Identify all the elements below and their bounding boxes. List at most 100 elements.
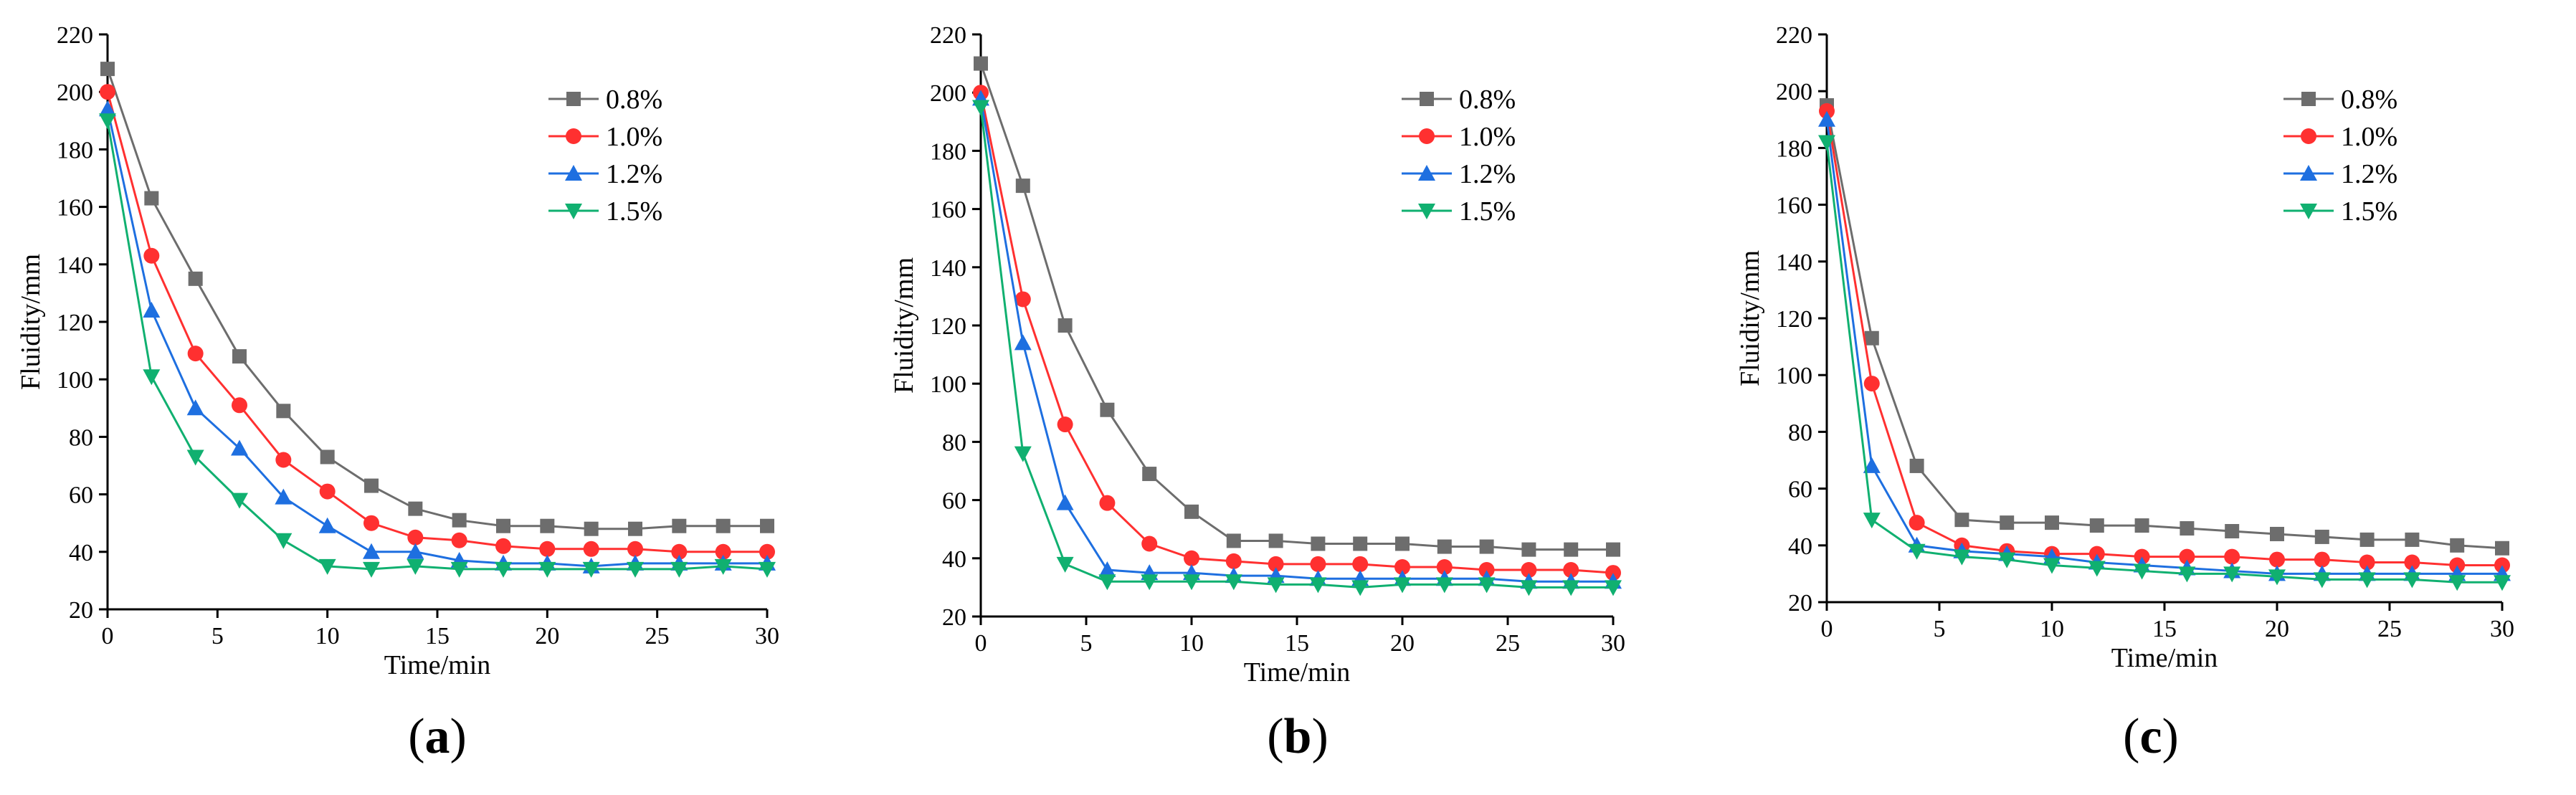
data-point (1435, 577, 1453, 594)
y-tick-label: 20 (942, 604, 966, 631)
data-point (2268, 569, 2286, 586)
data-point (276, 404, 291, 419)
data-point (1908, 543, 1926, 560)
data-point (1184, 550, 1199, 566)
x-tick-label: 0 (102, 623, 114, 649)
data-point (974, 56, 988, 71)
data-point (538, 561, 556, 578)
data-point (2224, 548, 2240, 565)
y-axis-title: Fluidity/mm (889, 257, 919, 394)
data-point (1564, 542, 1579, 557)
y-tick-label: 180 (930, 138, 966, 165)
series-1.0% (973, 85, 1621, 581)
data-point (1606, 542, 1620, 557)
data-point (759, 561, 776, 578)
data-point (1818, 110, 1835, 127)
data-point (275, 533, 293, 549)
x-tick-label: 10 (2040, 616, 2064, 642)
series-line (106, 120, 768, 571)
x-tick-label: 25 (2377, 616, 2402, 642)
x-tick-label: 20 (535, 623, 559, 649)
data-point (1562, 580, 1580, 596)
data-point (1954, 513, 1969, 528)
y-tick-label: 120 (57, 310, 93, 336)
data-point (2089, 518, 2104, 533)
data-point (1436, 558, 1453, 575)
data-point (1014, 334, 1032, 351)
legend: 0.8% 1.0% 1.2% 1.5% (548, 85, 662, 227)
y-tick-label: 40 (69, 540, 93, 566)
y-axis-title: Fluidity/mm (1735, 250, 1765, 386)
y-tick-label: 220 (57, 22, 93, 49)
y-tick-label: 200 (930, 80, 966, 107)
data-point (2450, 538, 2465, 553)
data-point (1953, 549, 1971, 566)
data-point (583, 541, 599, 557)
data-point (2270, 526, 2284, 541)
data-point (2179, 548, 2195, 565)
y-tick-label: 160 (1776, 193, 1812, 219)
data-point (2223, 566, 2241, 583)
data-point (2133, 563, 2151, 580)
y-tick-label: 120 (1776, 306, 1812, 333)
data-point (363, 543, 380, 559)
series-line (106, 108, 767, 568)
x-tick-label: 0 (1821, 616, 1833, 642)
data-point (1353, 536, 1368, 551)
legend-label: 1.2% (2341, 159, 2397, 189)
y-tick-label: 140 (1776, 249, 1812, 276)
data-point (716, 518, 731, 533)
data-point (1268, 556, 1284, 572)
legend-marker (1418, 204, 1435, 219)
y-tick-label: 20 (69, 597, 93, 624)
data-point (2495, 541, 2509, 556)
data-point (1998, 552, 2016, 568)
data-point (760, 518, 774, 533)
legend-marker (2300, 204, 2317, 219)
data-point (2088, 561, 2106, 577)
data-point (143, 301, 161, 318)
y-tick-label: 160 (57, 195, 93, 222)
data-point (671, 543, 688, 560)
data-point (363, 515, 379, 531)
series-1.5% (1818, 135, 2511, 591)
x-tick-label: 10 (315, 623, 340, 649)
panel-label-part: ( (408, 709, 424, 764)
panel-label-part: b (1284, 709, 1312, 764)
panel-label-part: ( (1267, 709, 1283, 764)
y-tick-label: 220 (1776, 22, 1812, 49)
legend-label: 1.2% (606, 159, 662, 189)
series-1.0% (100, 84, 775, 560)
data-point (320, 449, 335, 465)
data-point (1521, 542, 1536, 557)
data-point (1311, 536, 1326, 551)
data-point (1100, 402, 1115, 417)
data-point (2180, 521, 2195, 536)
data-point (1310, 556, 1326, 572)
data-point (1563, 562, 1579, 579)
series-0.8% (974, 56, 1620, 557)
data-point (1141, 574, 1159, 591)
x-tick-label: 5 (212, 623, 224, 649)
data-point (186, 449, 204, 466)
series-line (1825, 142, 2502, 584)
data-point (407, 529, 424, 546)
data-point (1351, 580, 1369, 596)
data-point (318, 517, 336, 533)
data-point (1863, 513, 1881, 529)
data-point (495, 561, 512, 578)
data-point (408, 501, 423, 516)
data-point (1478, 577, 1496, 594)
data-point (100, 62, 115, 77)
panel-label: (b) (1267, 709, 1329, 764)
data-point (451, 532, 467, 548)
data-point (407, 558, 424, 575)
data-point (1395, 536, 1410, 551)
legend-label: 0.8% (2341, 85, 2397, 115)
series-1.2% (1818, 110, 2511, 581)
x-tick-label: 25 (1496, 630, 1520, 657)
data-point (231, 439, 248, 456)
y-tick-label: 200 (1776, 79, 1812, 105)
series-line (979, 63, 1613, 551)
